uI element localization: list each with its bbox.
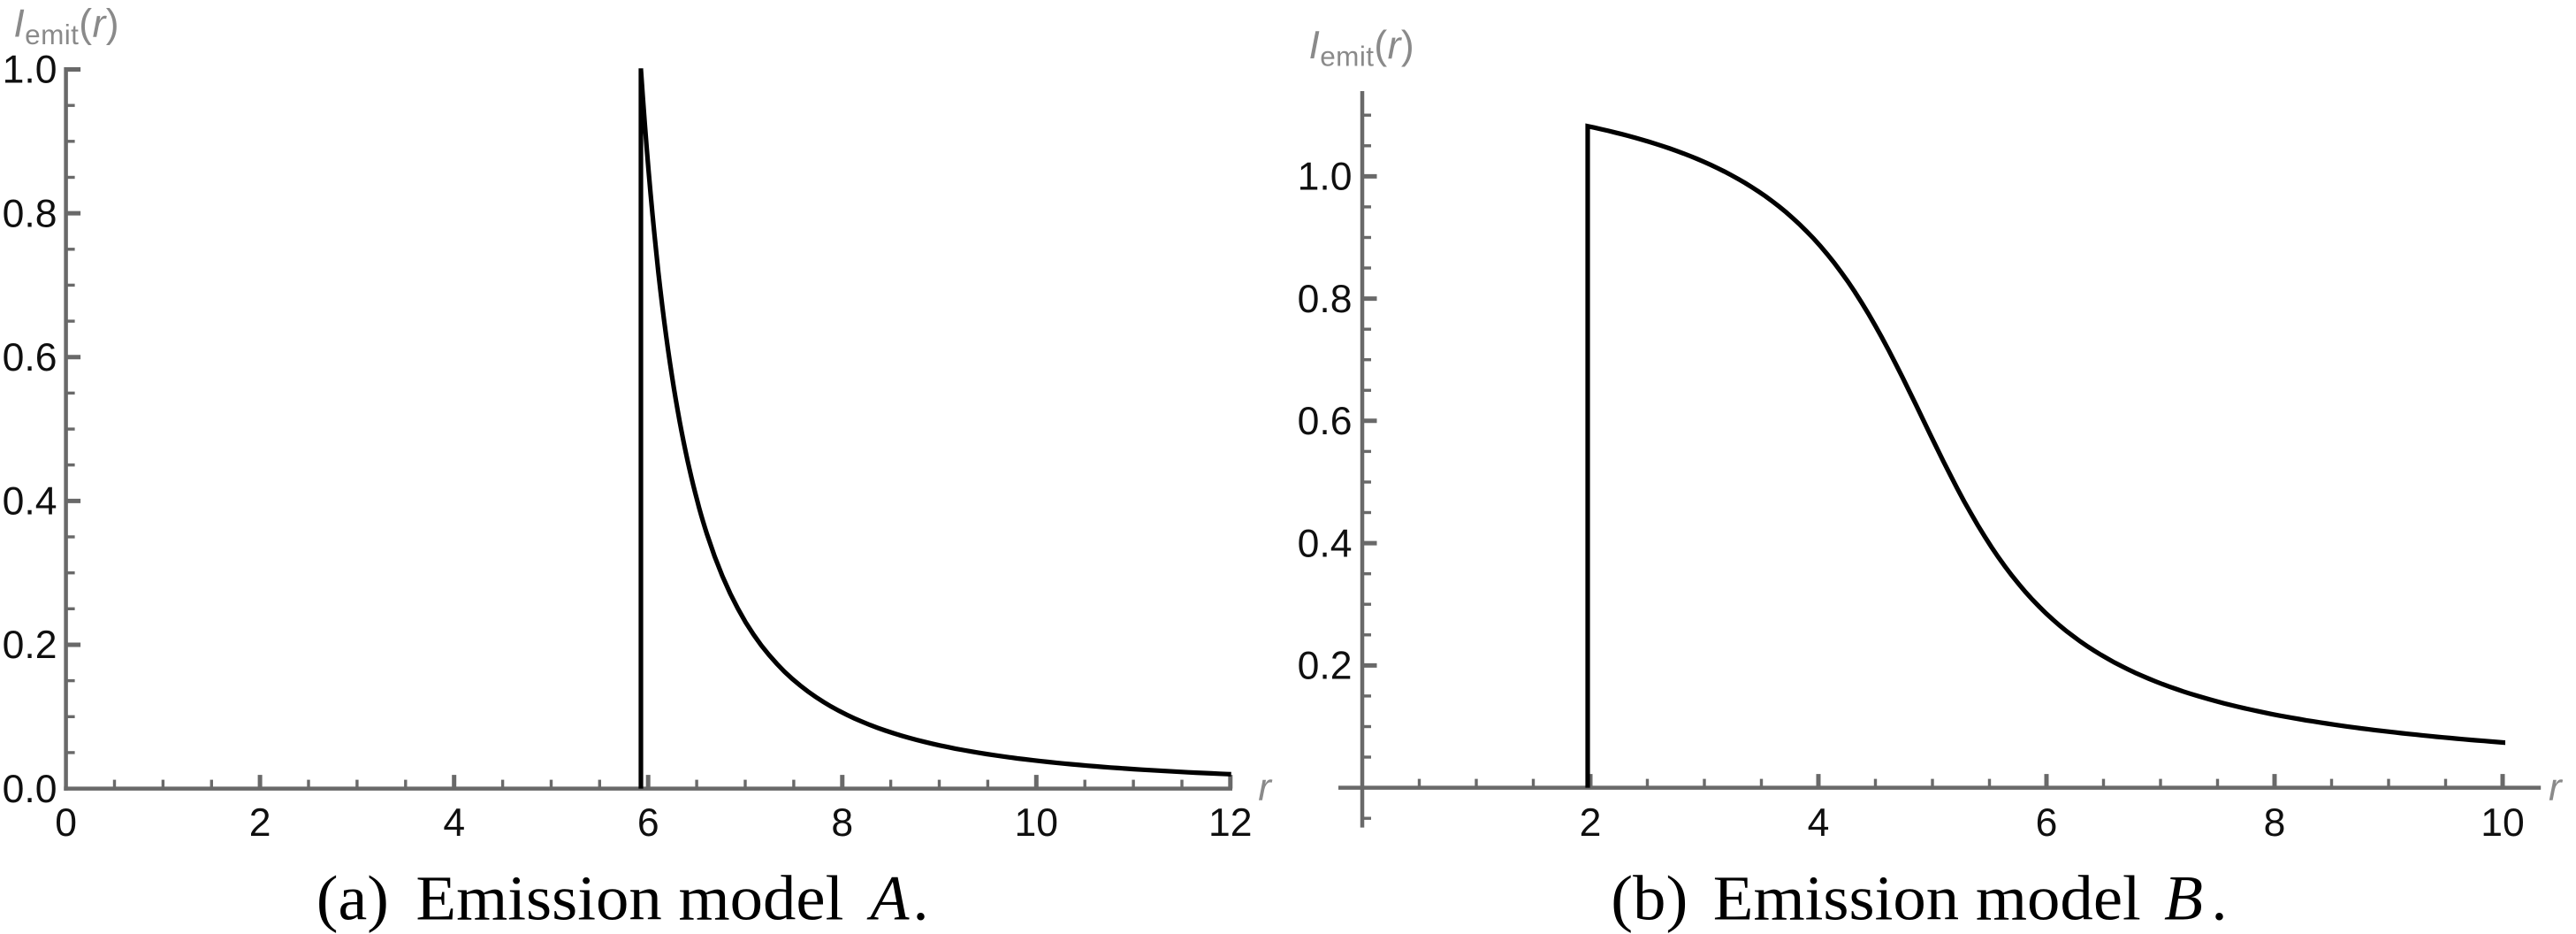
svg-text:.: . — [913, 863, 929, 934]
svg-text:(b): (b) — [1611, 863, 1688, 934]
svg-text:0: 0 — [55, 801, 77, 845]
svg-text:12: 12 — [1208, 801, 1253, 845]
svg-text:Iemit(r): Iemit(r) — [1309, 24, 1415, 73]
svg-text:0.6: 0.6 — [3, 336, 57, 379]
svg-text:0.8: 0.8 — [1298, 278, 1353, 321]
svg-text:r: r — [1258, 766, 1273, 809]
svg-text:.: . — [2212, 863, 2228, 934]
svg-text:1.0: 1.0 — [3, 49, 57, 92]
svg-text:0.6: 0.6 — [1298, 400, 1353, 443]
svg-text:8: 8 — [2264, 801, 2286, 845]
svg-text:0.4: 0.4 — [1298, 522, 1353, 565]
svg-text:(a): (a) — [316, 863, 389, 934]
svg-text:1.0: 1.0 — [1298, 156, 1353, 199]
svg-text:0.4: 0.4 — [3, 480, 57, 524]
svg-text:2: 2 — [249, 801, 271, 845]
svg-text:Iemit(r): Iemit(r) — [13, 3, 119, 51]
svg-text:0.2: 0.2 — [3, 624, 57, 667]
svg-text:6: 6 — [2036, 801, 2058, 845]
svg-text:4: 4 — [1808, 801, 1830, 845]
svg-text:10: 10 — [1015, 801, 1059, 845]
svg-text:4: 4 — [443, 801, 465, 845]
svg-text:8: 8 — [831, 801, 853, 845]
svg-text:Emission model: Emission model — [1713, 863, 2141, 934]
svg-text:6: 6 — [637, 801, 659, 845]
svg-text:0.0: 0.0 — [3, 768, 57, 811]
svg-text:B: B — [2164, 863, 2203, 934]
svg-text:2: 2 — [1580, 801, 1602, 845]
svg-text:A: A — [867, 863, 911, 934]
svg-text:r: r — [2549, 766, 2564, 809]
svg-text:10: 10 — [2481, 801, 2525, 845]
svg-text:0.8: 0.8 — [3, 192, 57, 235]
svg-text:0.2: 0.2 — [1298, 645, 1353, 688]
svg-text:Emission model: Emission model — [415, 863, 843, 934]
